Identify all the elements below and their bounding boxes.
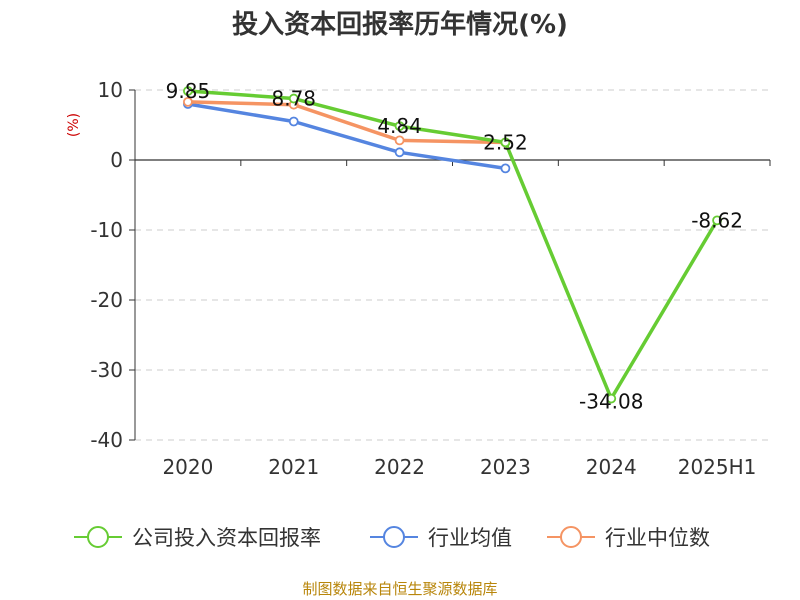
source-note: 制图数据来自恒生聚源数据库 xyxy=(302,580,497,598)
series-line xyxy=(186,102,508,171)
legend-label: 公司投入资本回报率 xyxy=(132,526,321,550)
data-point xyxy=(394,121,405,132)
y-tick-label: -10 xyxy=(90,218,123,242)
gridlines xyxy=(135,89,770,441)
y-tick-label: -30 xyxy=(90,358,123,382)
data-point xyxy=(288,93,299,104)
data-label: -8.62 xyxy=(691,208,743,232)
legend-item[interactable]: 行业均值 xyxy=(370,526,512,550)
data-point xyxy=(183,86,193,96)
data-point xyxy=(394,147,405,158)
data-label: 9.85 xyxy=(166,79,211,103)
series-line xyxy=(186,100,508,145)
legend[interactable]: 公司投入资本回报率 行业均值 行业中位数 xyxy=(74,526,710,550)
x-tick-label: 2021 xyxy=(268,455,319,479)
data-label: 8.78 xyxy=(271,87,316,111)
legend-marker xyxy=(560,526,582,548)
series-line xyxy=(186,89,719,401)
data-point xyxy=(712,215,722,226)
legend-marker xyxy=(87,526,109,548)
x-tick-label: 2022 xyxy=(374,455,425,479)
data-label: 4.84 xyxy=(377,114,422,138)
data-point xyxy=(183,97,193,107)
data-point xyxy=(288,116,299,127)
y-tick-label: 0 xyxy=(110,148,123,172)
data-labels: 9.85 8.78 4.84 2.52 -34.08 -8.62 xyxy=(166,79,743,414)
legend-item[interactable]: 行业中位数 xyxy=(547,526,710,550)
legend-marker xyxy=(383,526,405,548)
y-tick-label: 10 xyxy=(98,78,123,102)
data-label: -34.08 xyxy=(579,390,643,414)
series-lines xyxy=(183,86,722,404)
legend-label: 行业中位数 xyxy=(605,526,710,550)
y-tick-label: -20 xyxy=(90,288,123,312)
x-tick-label: 2025H1 xyxy=(678,455,757,479)
x-tick-label: 2024 xyxy=(586,455,637,479)
y-axis-label: (%) xyxy=(66,113,82,137)
data-point xyxy=(394,135,405,146)
data-label: 2.52 xyxy=(483,130,528,154)
y-tick-label: -40 xyxy=(90,428,123,452)
chart-title: 投入资本回报率历年情况(%) xyxy=(232,9,568,40)
legend-label: 行业均值 xyxy=(428,526,512,550)
x-tick-label: 2020 xyxy=(162,455,213,479)
data-point xyxy=(500,163,511,174)
legend-item[interactable]: 公司投入资本回报率 xyxy=(74,526,321,550)
x-tick-label: 2023 xyxy=(480,455,531,479)
data-point xyxy=(606,393,617,404)
x-tick-labels: 2020 2021 2022 2023 2024 2025H1 xyxy=(162,455,756,479)
data-point xyxy=(500,137,511,148)
y-tick-labels: 10 0 -10 -20 -30 -40 xyxy=(90,78,123,452)
